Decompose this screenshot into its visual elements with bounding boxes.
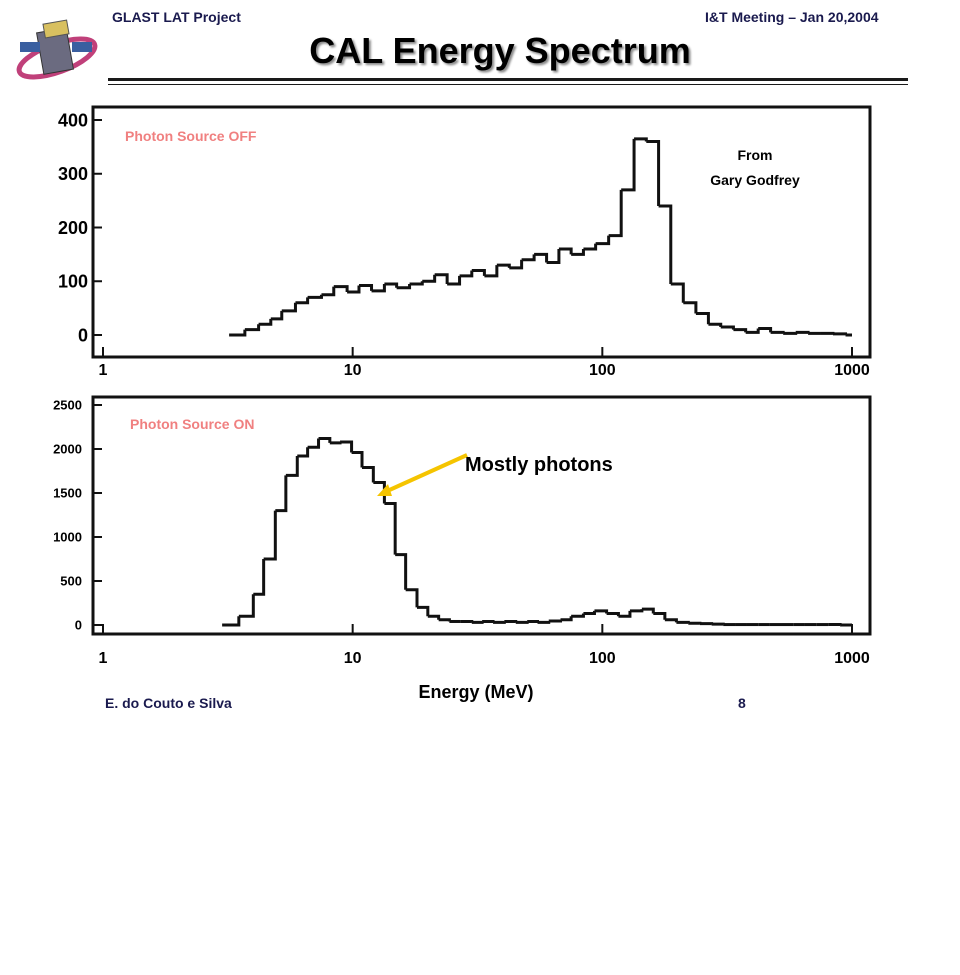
x-tick-label: 100 [589,650,616,667]
histogram-bin [796,332,808,333]
histogram-bin [516,621,527,622]
histogram-bin [330,442,340,443]
y-tick-label: 300 [58,164,88,184]
x-tick-label: 100 [589,362,616,379]
histogram-bin [482,621,493,622]
chart-photon-source-on: 0 500 1000 1500 2000 2500 1 10 100 1000 Photon So… [30,385,900,975]
y-tick-label: 0 [75,618,82,633]
histogram-bin [460,621,471,622]
histogram-bin [504,621,515,622]
x-tick-label: 10 [344,650,362,667]
title-rule-thin [108,84,908,85]
histogram-bin [538,621,549,622]
histogram-bin [783,332,796,333]
legend-source-off: Photon Source OFF [125,128,257,144]
slide-title: CAL Energy Spectrum [0,30,960,72]
x-tick-label: 1 [99,362,108,379]
histogram-bin [493,621,504,622]
histogram-bin [821,333,833,334]
chart-photon-source-off: 0 100 200 300 400 1 10 100 1000 Photon Source OF… [30,95,900,385]
x-tick-label: 1000 [834,362,870,379]
title-rule [108,78,908,81]
x-tick-label: 10 [344,362,362,379]
footer-author: E. do Couto e Silva [105,695,232,711]
x-tick-label: 1 [99,650,108,667]
project-name: GLAST LAT Project [112,9,241,25]
y-tick-label: 1000 [53,530,82,545]
histogram-bin [527,621,537,622]
footer-page-number: 8 [738,695,746,711]
y-tick-label: 2500 [53,398,82,413]
y-tick-label: 100 [58,272,88,292]
meeting-date: I&T Meeting – Jan 20,2004 [705,9,879,25]
annotation-credit-line1: From [738,147,773,163]
glast-satellite-icon [12,14,102,94]
y-tick-label: 1500 [53,486,82,501]
y-tick-label: 2000 [53,442,82,457]
legend-source-on: Photon Source ON [130,416,254,432]
histogram-bin [439,620,450,622]
x-axis-label: Energy (MeV) [418,682,533,702]
histogram-bin [549,620,561,621]
y-tick-label: 200 [58,218,88,238]
y-tick-label: 500 [60,574,82,589]
y-tick-label: 400 [58,110,88,130]
histogram-bin [630,609,642,611]
histogram-bin [472,621,482,622]
y-tick-label: 0 [78,325,88,345]
histogram-bin [771,332,784,333]
x-tick-label: 1000 [834,650,870,667]
histogram-bin [676,622,688,623]
histogram-bin [833,334,846,335]
annotation-credit-line2: Gary Godfrey [710,172,800,188]
annotation-mostly-photons: Mostly photons [465,454,613,476]
